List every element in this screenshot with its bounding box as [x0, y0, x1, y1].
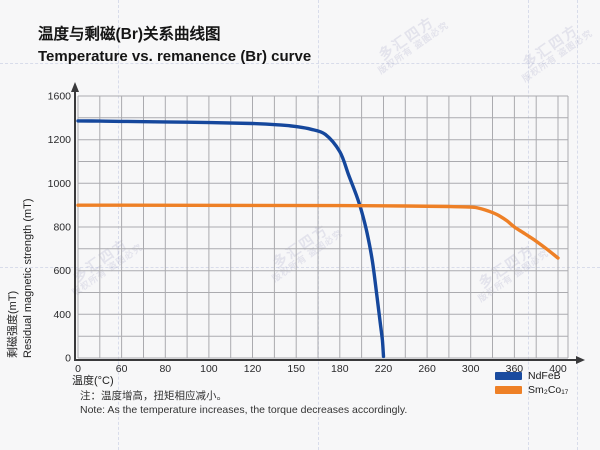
x-axis-title: 温度(°C)	[72, 375, 114, 387]
dashed-guide-line	[0, 63, 600, 64]
y-tick-label: 400	[53, 309, 71, 321]
x-tick-label: 100	[200, 363, 218, 375]
y-tick-label: 1200	[48, 134, 72, 146]
y-axis-title-zh: 剩磁强度(mT)	[7, 290, 19, 358]
note-en: Note: As the temperature increases, the …	[80, 404, 408, 416]
x-tick-label: 180	[331, 363, 349, 375]
x-tick-label: 300	[462, 363, 480, 375]
note-zh: 注：温度增高，扭矩相应减小。	[80, 390, 227, 402]
x-tick-label: 80	[159, 363, 171, 375]
y-axis-arrow	[71, 82, 79, 92]
legend-item-ndfeb: NdFeB	[495, 369, 568, 383]
y-tick-label: 1600	[48, 91, 72, 103]
note-block: 注：温度增高，扭矩相应减小。 Note: As the temperature …	[80, 389, 407, 417]
x-tick-label: 120	[244, 363, 262, 375]
y-axis-title-en: Residual magnetic strength (mT)	[22, 198, 34, 358]
x-tick-label: 150	[287, 363, 305, 375]
y-tick-label: 800	[53, 222, 71, 234]
x-tick-label: 0	[75, 363, 81, 375]
legend-swatch-sm2co17	[495, 386, 522, 394]
dashed-guide-line	[0, 267, 600, 268]
legend-label-ndfeb: NdFeB	[528, 370, 561, 382]
x-tick-label: 260	[418, 363, 436, 375]
page-title-zh: 温度与剩磁(Br)关系曲线图	[38, 26, 221, 43]
legend-label-sm2co17: Sm₂Co₁₇	[528, 384, 569, 396]
y-tick-label: 1000	[48, 178, 72, 190]
page-title-en: Temperature vs. remanence (Br) curve	[38, 48, 312, 65]
y-tick-label: 600	[53, 265, 71, 277]
x-tick-label: 220	[375, 363, 393, 375]
title-block: 温度与剩磁(Br)关系曲线图 Temperature vs. remanence…	[38, 24, 311, 67]
dashed-guide-line	[528, 0, 529, 450]
legend-item-sm2co17: Sm₂Co₁₇	[495, 383, 568, 397]
dashed-guide-line	[118, 0, 119, 450]
y-tick-label: 0	[65, 353, 71, 365]
curve-ndfeb	[76, 119, 386, 359]
curve-sm2co17	[76, 203, 560, 260]
x-axis-arrow	[576, 356, 585, 364]
x-tick-label: 400	[549, 363, 567, 375]
dashed-guide-line	[577, 0, 578, 450]
legend: NdFeB Sm₂Co₁₇	[495, 369, 568, 397]
legend-swatch-ndfeb	[495, 372, 522, 380]
x-tick-label: 60	[116, 363, 128, 375]
